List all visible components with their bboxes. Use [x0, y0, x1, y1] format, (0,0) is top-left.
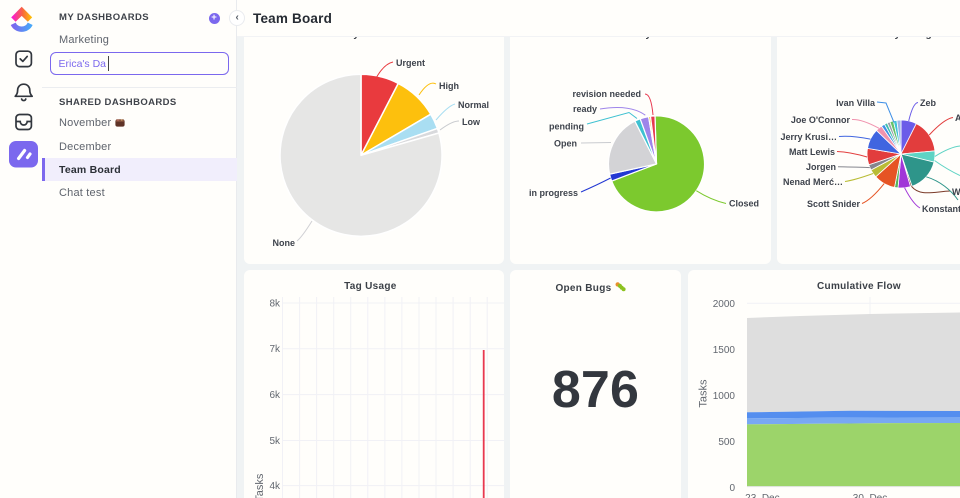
svg-text:Urgent: Urgent: [396, 58, 425, 68]
svg-text:6k: 6k: [269, 390, 281, 401]
svg-text:5k: 5k: [269, 436, 281, 447]
svg-text:Jorgen: Jorgen: [806, 162, 836, 172]
svg-text:pending: pending: [549, 122, 584, 132]
svg-text:Konstant…: Konstant…: [922, 204, 960, 214]
svg-text:Normal: Normal: [458, 100, 489, 110]
svg-text:None: None: [273, 238, 296, 248]
svg-text:Nenad Merć…: Nenad Merć…: [783, 177, 843, 187]
svg-text:Jerry Krusi…: Jerry Krusi…: [780, 132, 837, 142]
svg-text:Tasks: Tasks: [698, 379, 710, 408]
svg-text:Scott Snider: Scott Snider: [807, 199, 861, 209]
svg-text:in progress: in progress: [529, 188, 578, 198]
svg-text:Tasks: Tasks: [254, 473, 266, 498]
svg-text:Matt Lewis: Matt Lewis: [789, 147, 835, 157]
svg-text:W…: W…: [952, 187, 960, 197]
svg-text:1000: 1000: [713, 391, 736, 402]
svg-text:revision needed: revision needed: [572, 89, 641, 99]
svg-text:1500: 1500: [713, 345, 736, 356]
svg-text:23. Dec: 23. Dec: [745, 493, 779, 498]
svg-text:500: 500: [718, 437, 735, 448]
svg-text:A…: A…: [955, 113, 960, 123]
svg-text:Low: Low: [462, 117, 481, 127]
svg-text:Joe O'Connor: Joe O'Connor: [791, 115, 851, 125]
svg-text:2000: 2000: [713, 299, 736, 310]
svg-text:8k: 8k: [269, 299, 281, 310]
svg-text:4k: 4k: [269, 481, 281, 492]
svg-text:ready: ready: [573, 104, 597, 114]
svg-text:Zeb: Zeb: [920, 98, 937, 108]
svg-text:7k: 7k: [269, 344, 281, 355]
svg-text:30. Dec: 30. Dec: [853, 493, 887, 498]
svg-text:Ivan Villa: Ivan Villa: [836, 98, 876, 108]
svg-text:High: High: [439, 81, 459, 91]
svg-text:0: 0: [729, 483, 735, 494]
svg-text:Closed: Closed: [729, 199, 759, 209]
svg-text:Open: Open: [554, 139, 577, 149]
